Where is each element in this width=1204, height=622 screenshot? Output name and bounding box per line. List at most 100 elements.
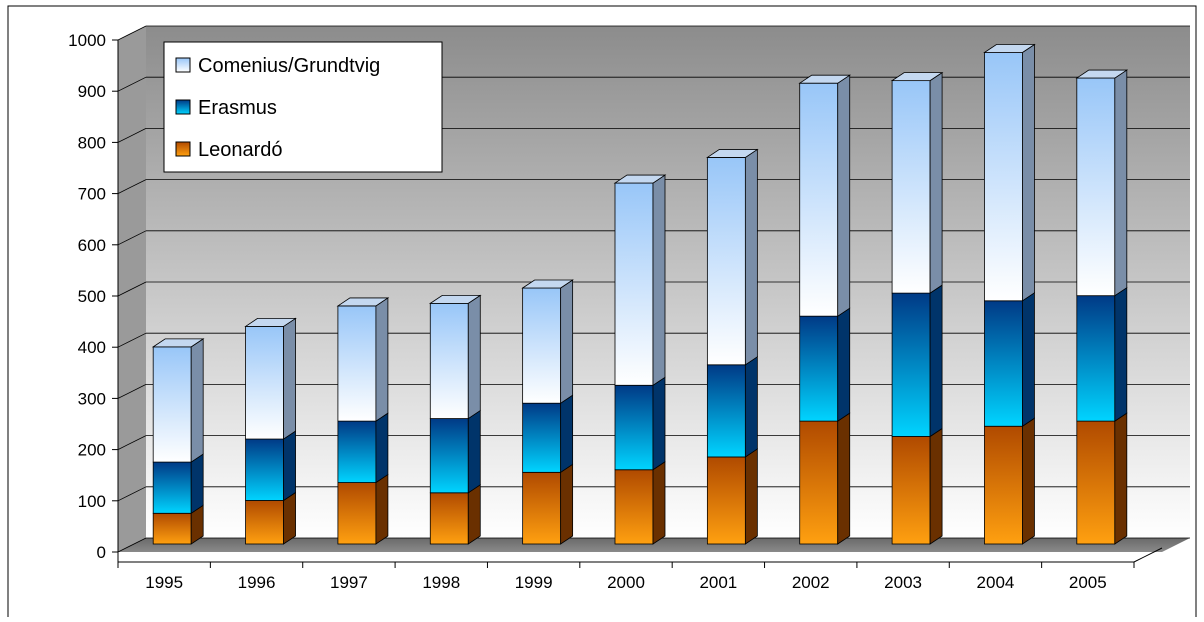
x-tick-label: 1999 — [515, 573, 553, 592]
bar-front — [1076, 295, 1116, 422]
bar-segment-comenius-grundtvig — [984, 43, 1035, 302]
legend-item-leonardo: Leonardó — [175, 139, 283, 161]
bar-front — [891, 292, 931, 437]
x-tick-label: 2000 — [607, 573, 645, 592]
bar-segment-leonardo — [1076, 412, 1128, 545]
bar-segment-comenius-grundtvig — [1076, 69, 1128, 297]
y-tick-label: 300 — [78, 389, 106, 408]
bar-segment-leonardo — [799, 412, 851, 545]
x-axis-depth-line — [1133, 547, 1163, 563]
bar-front — [1076, 420, 1116, 545]
bar-segment-leonardo — [706, 448, 758, 545]
x-tick-label: 2004 — [977, 573, 1015, 592]
legend-box — [163, 41, 443, 173]
bar-front — [337, 482, 377, 545]
bar-side — [560, 394, 574, 474]
bar-side — [929, 284, 943, 438]
bar-side — [837, 412, 851, 545]
bar-segment-leonardo — [891, 427, 943, 545]
legend-swatch — [175, 141, 191, 157]
bar-side — [744, 148, 758, 366]
bar-side — [283, 317, 296, 440]
x-tick-label: 2005 — [1069, 573, 1107, 592]
bar-segment-erasmus — [522, 394, 574, 474]
bar-side — [190, 453, 204, 515]
bar-side — [467, 409, 481, 494]
bar-front — [984, 425, 1023, 545]
bar-segment-leonardo — [337, 473, 389, 545]
bar-segment-erasmus — [706, 356, 758, 458]
y-tick-label: 400 — [78, 338, 106, 357]
bar-front — [614, 384, 654, 471]
bar-segment-comenius-grundtvig — [152, 338, 204, 463]
bar-front — [522, 471, 562, 545]
legend-item-erasmus: Erasmus — [175, 97, 277, 119]
bar-top-cap — [1075, 69, 1129, 79]
x-tick-label: 1998 — [422, 573, 460, 592]
bar-segment-leonardo — [522, 463, 574, 545]
gridline-side — [117, 384, 147, 399]
bar-front — [891, 80, 931, 294]
bar-segment-comenius-grundtvig — [429, 294, 481, 420]
y-tick-label: 500 — [78, 287, 106, 306]
bar-front — [152, 461, 192, 514]
bar-segment-erasmus — [891, 284, 943, 438]
y-tick-label: 200 — [78, 441, 106, 460]
bar-side — [652, 376, 666, 471]
gridline-side — [117, 230, 147, 246]
bar-side — [283, 430, 296, 502]
bar-segment-comenius-grundtvig — [891, 71, 943, 294]
legend-label: Leonardó — [198, 139, 283, 161]
legend-swatch — [175, 99, 191, 115]
bar-segment-erasmus — [984, 292, 1035, 427]
bar-side — [1114, 412, 1128, 545]
bar-front — [799, 420, 839, 545]
gridline-side — [117, 537, 147, 553]
gridline-side — [117, 332, 147, 348]
y-tick-label: 0 — [97, 543, 106, 562]
bar-front — [522, 402, 562, 473]
bar-front — [614, 469, 654, 545]
bar-segment-comenius-grundtvig — [522, 279, 574, 404]
bar-front — [706, 157, 746, 366]
bar-segment-comenius-grundtvig — [245, 317, 296, 440]
bar-front — [245, 325, 284, 440]
bar-side — [560, 279, 574, 404]
bar-segment-erasmus — [337, 412, 389, 484]
bar-side — [375, 473, 389, 545]
bar-top-cap — [521, 279, 574, 289]
bar-front — [1076, 77, 1116, 297]
bar-side — [837, 307, 851, 422]
bar-segment-comenius-grundtvig — [799, 74, 851, 317]
x-tick-label: 1996 — [238, 573, 276, 592]
y-tick-label: 1000 — [68, 31, 106, 50]
bar-front — [245, 500, 284, 545]
gridline-side — [117, 25, 147, 41]
bar-side — [652, 174, 666, 387]
bar-side — [929, 71, 943, 294]
y-tick-label: 900 — [78, 82, 106, 101]
bar-front — [245, 438, 284, 501]
bar-segment-comenius-grundtvig — [706, 148, 758, 366]
bar-series — [151, 43, 1129, 545]
bar-side — [1022, 417, 1035, 545]
bar-side — [744, 448, 758, 545]
bar-front — [429, 492, 469, 545]
y-tick-label: 600 — [78, 236, 106, 255]
bar-front — [522, 287, 562, 404]
bar-front — [799, 315, 839, 422]
bar-top-cap — [890, 72, 944, 82]
gridline-side — [117, 281, 147, 297]
bar-front — [984, 300, 1023, 427]
gridline-side — [117, 179, 147, 194]
x-tick-label: 2001 — [699, 573, 737, 592]
bar-front — [799, 82, 839, 317]
bar-segment-erasmus — [245, 430, 296, 502]
bar-top-cap — [151, 338, 205, 348]
y-tick-label: 100 — [78, 492, 106, 511]
axes: 0 100 200 300 400 500 600 700 800 900 1000 1995 1996… — [68, 31, 1163, 592]
bar-segment-erasmus — [614, 376, 666, 471]
bar-top-cap — [798, 74, 852, 84]
